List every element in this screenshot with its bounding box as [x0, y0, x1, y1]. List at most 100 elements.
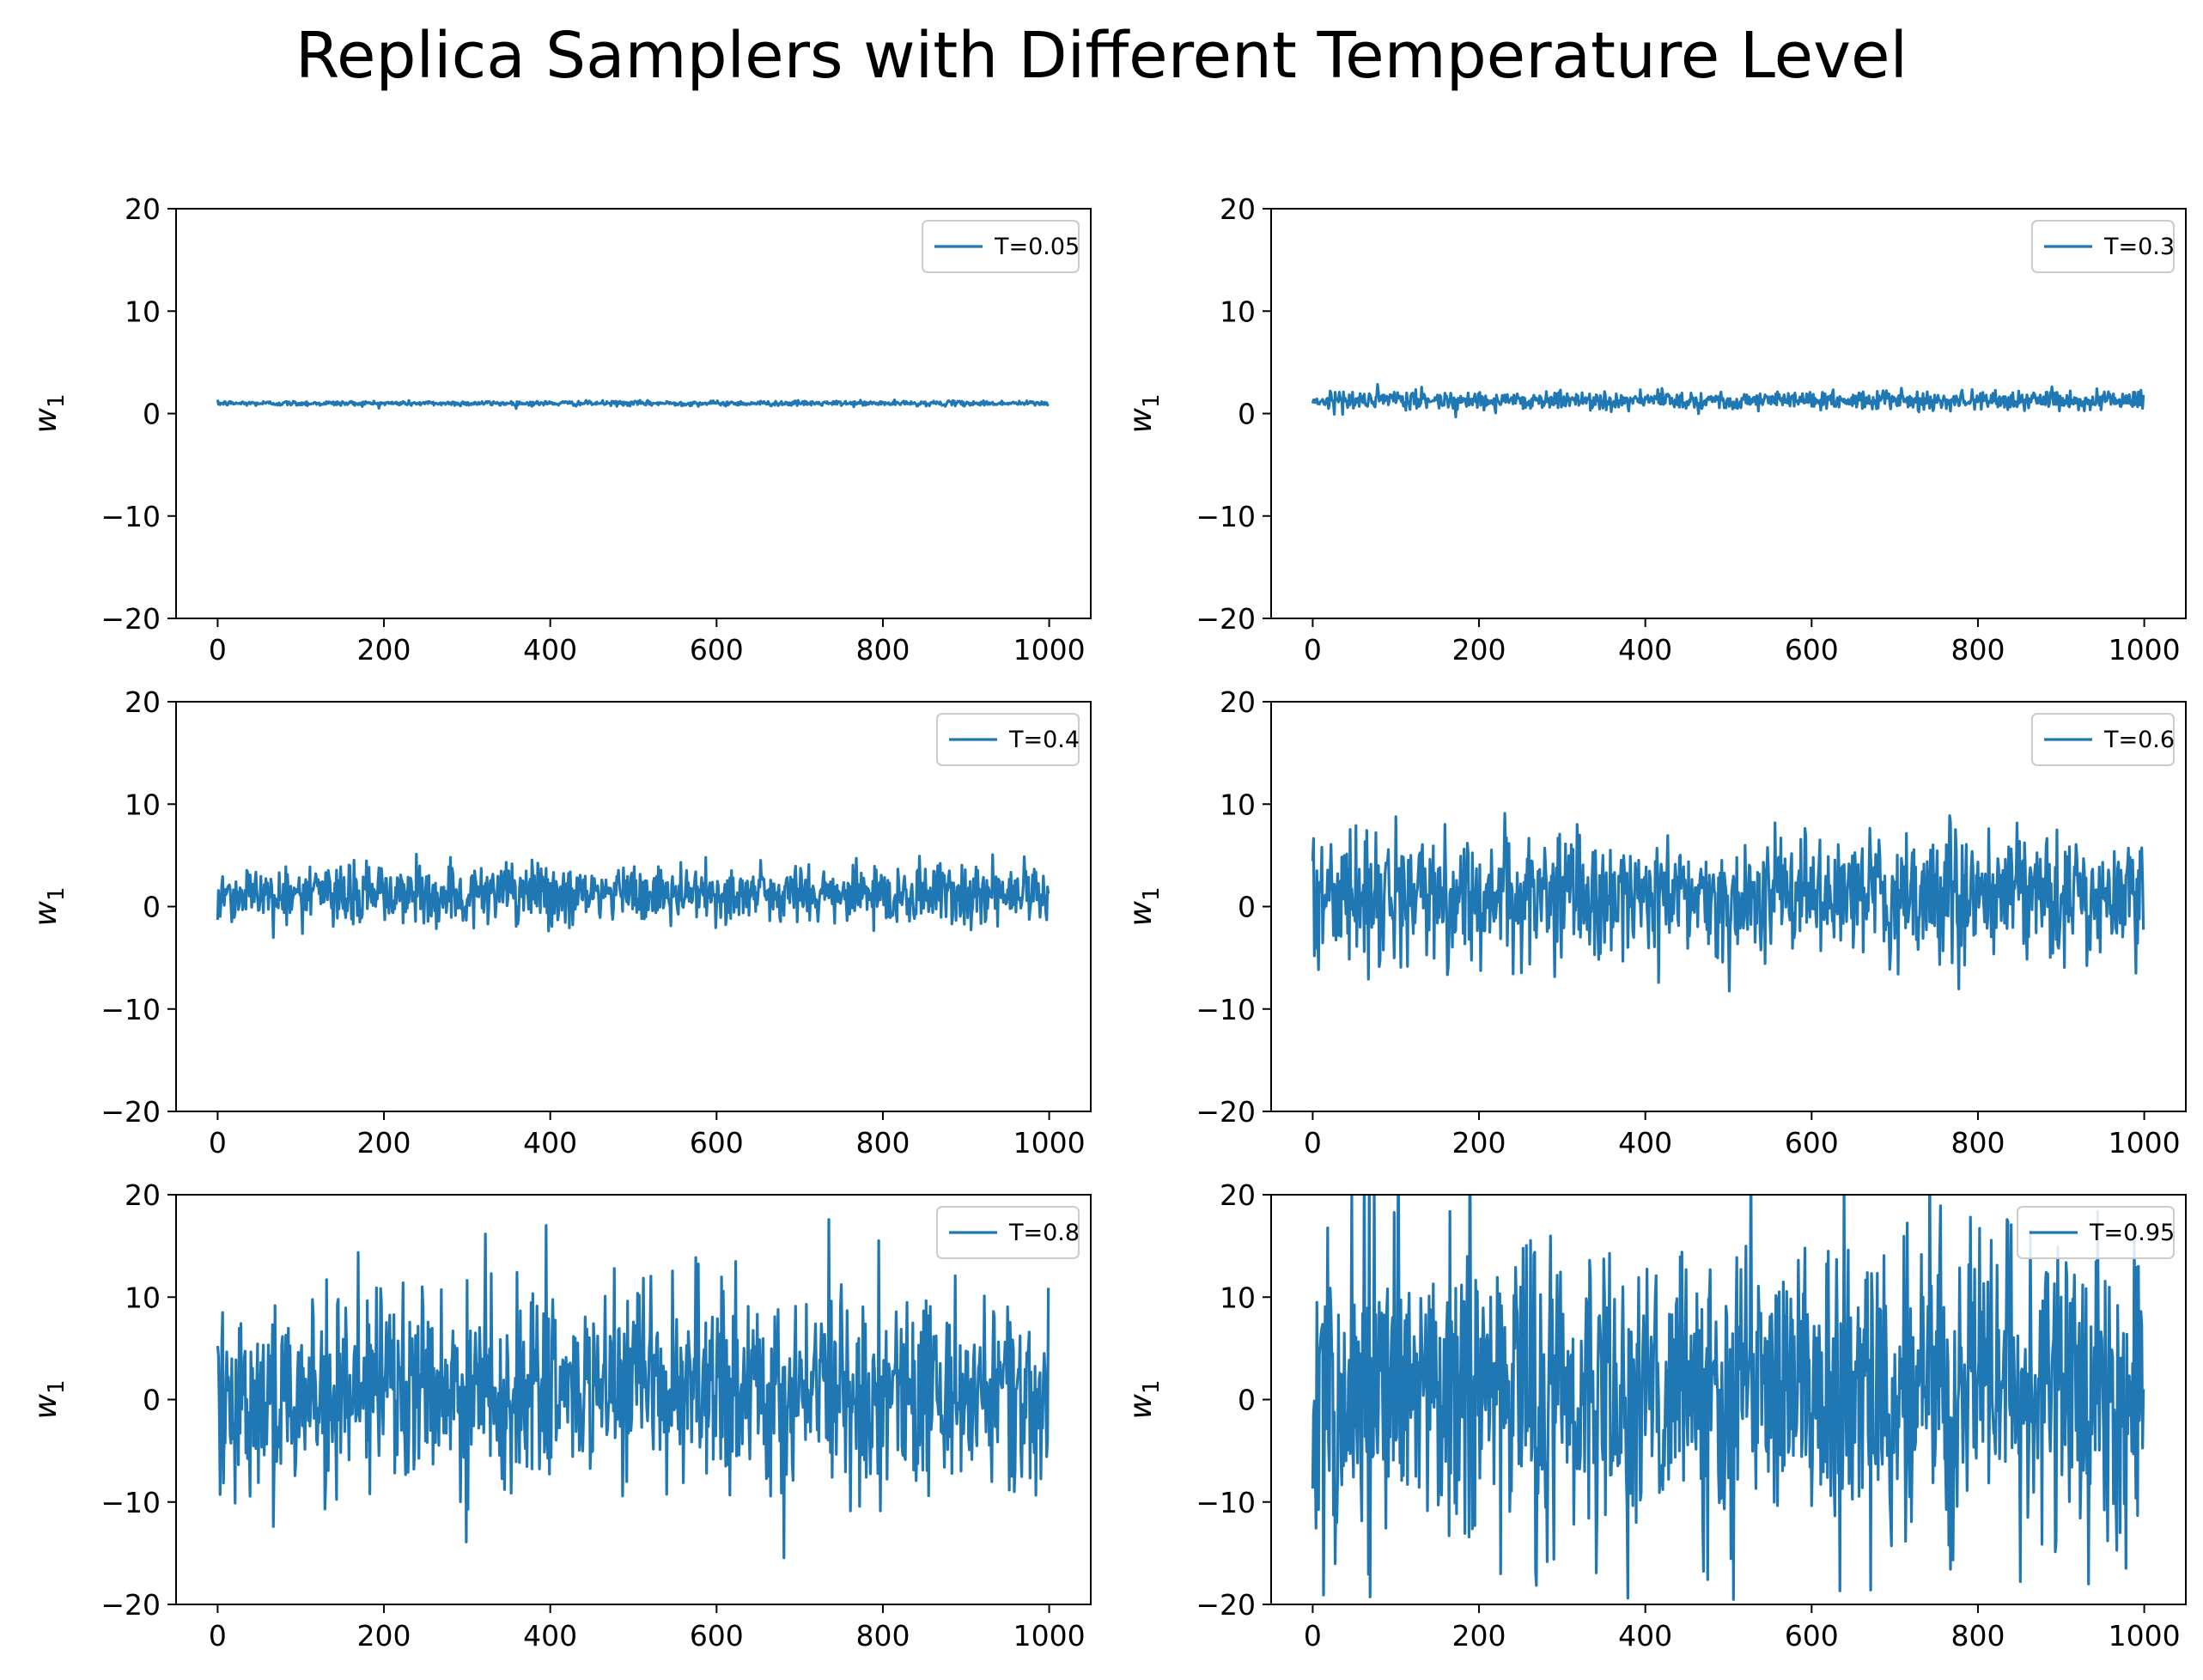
y-axis-label-subscript: 1: [44, 887, 70, 902]
y-tick-label: −20: [100, 1588, 161, 1622]
y-tick-label: 0: [1238, 1384, 1256, 1417]
y-axis-label-subscript: 1: [1139, 1380, 1165, 1395]
x-tick-label: 600: [690, 1619, 744, 1653]
x-tick-label: 600: [690, 1126, 744, 1160]
x-tick-label: 800: [855, 1126, 910, 1160]
subplot-3: 0 200 400 600 800 1000 20 10 0 −10 −20 w1 T=0.4: [28, 685, 1092, 1160]
x-tick-label: 0: [1304, 1126, 1322, 1160]
x-tick-label: 1000: [1013, 1126, 1086, 1160]
x-tick-label: 200: [357, 1619, 411, 1653]
legend-label: T=0.95: [2089, 1220, 2175, 1246]
x-tick-label: 0: [209, 633, 227, 667]
y-tick-label: 20: [1220, 192, 1256, 226]
x-tick-label: 400: [1618, 1126, 1672, 1160]
x-tick-label: 800: [1950, 1619, 2005, 1653]
y-tick-label: 10: [125, 295, 161, 328]
y-tick-label: −10: [100, 1486, 161, 1519]
x-tick-label: 600: [1785, 1619, 1839, 1653]
y-axis-label-subscript: 1: [44, 1380, 70, 1395]
series-line: [1311, 812, 2145, 993]
x-tick-label: 400: [523, 633, 577, 667]
y-axis-label-main: w: [28, 408, 64, 434]
legend-box: [2017, 1206, 2175, 1259]
x-tick-label: 0: [1304, 1619, 1322, 1653]
y-tick-label: −10: [100, 993, 161, 1026]
x-tick-label: 1000: [1013, 633, 1086, 667]
y-axis-label: w1: [28, 887, 70, 927]
series-line: [216, 398, 1050, 411]
x-tick-label: 200: [357, 1126, 411, 1160]
y-tick-label: −10: [1196, 500, 1256, 533]
legend-box: [922, 220, 1080, 273]
y-axis-label-main: w: [1123, 1394, 1159, 1420]
y-axis-label: w1: [28, 1380, 70, 1420]
x-tick-label: 1000: [2109, 1619, 2181, 1653]
x-tick-label: 200: [1452, 1126, 1506, 1160]
legend-label: T=0.6: [2103, 727, 2175, 753]
y-tick-label: 10: [1220, 1281, 1256, 1314]
y-axis-label-subscript: 1: [1139, 394, 1165, 409]
y-tick-label: −20: [1196, 602, 1256, 636]
y-tick-label: 10: [125, 1281, 161, 1314]
y-tick-label: 20: [1220, 1178, 1256, 1212]
legend-label: T=0.05: [994, 234, 1080, 260]
y-axis-label: w1: [1123, 394, 1165, 434]
y-tick-label: 0: [1238, 891, 1256, 924]
y-tick-label: 20: [125, 192, 161, 226]
y-axis-label-subscript: 1: [1139, 887, 1165, 902]
x-tick-label: 800: [855, 633, 910, 667]
x-tick-label: 1000: [1013, 1619, 1086, 1653]
legend-box: [936, 1206, 1080, 1259]
legend-box: [2031, 713, 2175, 766]
x-tick-label: 1000: [2109, 633, 2181, 667]
y-tick-label: 20: [125, 685, 161, 719]
y-tick-label: 10: [125, 788, 161, 821]
x-tick-label: 200: [357, 633, 411, 667]
y-tick-label: −20: [100, 602, 161, 636]
legend-box: [2031, 220, 2175, 273]
legend-label: T=0.3: [2103, 234, 2175, 260]
x-tick-label: 400: [523, 1619, 577, 1653]
y-tick-label: 10: [1220, 788, 1256, 821]
subplot-2: 0 200 400 600 800 1000 20 10 0 −10 −20 w1 T=0.3: [1123, 192, 2187, 667]
y-tick-label: −20: [100, 1095, 161, 1129]
x-tick-label: 200: [1452, 633, 1506, 667]
series-line: [1311, 382, 2145, 419]
y-tick-label: −10: [1196, 1486, 1256, 1519]
y-tick-label: −20: [1196, 1095, 1256, 1129]
subplot-5: 0 200 400 600 800 1000 20 10 0 −10 −20 w1 T=0.8: [28, 1178, 1092, 1653]
subplot-4: 0 200 400 600 800 1000 20 10 0 −10 −20 w1 T=0.6: [1123, 685, 2187, 1160]
y-tick-label: −10: [1196, 993, 1256, 1026]
x-tick-label: 200: [1452, 1619, 1506, 1653]
x-tick-label: 0: [1304, 633, 1322, 667]
subplot-6: 0 200 400 600 800 1000 20 10 0 −10 −20 w1 T=0.95: [1123, 1178, 2187, 1653]
x-tick-label: 600: [1785, 1126, 1839, 1160]
x-tick-label: 0: [209, 1619, 227, 1653]
y-tick-label: −10: [100, 500, 161, 533]
y-axis-label-main: w: [28, 1394, 64, 1420]
x-tick-label: 800: [1950, 633, 2005, 667]
legend-label: T=0.8: [1008, 1220, 1080, 1246]
y-axis-label-main: w: [28, 901, 64, 927]
x-tick-label: 400: [1618, 633, 1672, 667]
series-line: [216, 852, 1050, 940]
y-axis-label-subscript: 1: [44, 394, 70, 409]
y-axis-label-main: w: [1123, 408, 1159, 434]
series-line: [1311, 1195, 2145, 1601]
y-axis-label: w1: [1123, 1380, 1165, 1420]
legend-box: [936, 713, 1080, 766]
y-tick-label: 0: [143, 891, 161, 924]
chart-title: Replica Samplers with Different Temperat…: [295, 19, 1908, 93]
y-tick-label: 0: [143, 1384, 161, 1417]
y-tick-label: 0: [1238, 398, 1256, 431]
y-tick-label: 20: [1220, 685, 1256, 719]
x-tick-label: 1000: [2109, 1126, 2181, 1160]
y-tick-label: 20: [125, 1178, 161, 1212]
y-tick-label: 0: [143, 398, 161, 431]
y-tick-label: −20: [1196, 1588, 1256, 1622]
x-tick-label: 800: [855, 1619, 910, 1653]
legend-label: T=0.4: [1008, 727, 1080, 753]
subplot-1: 0 200 400 600 800 1000 20 10 0 −10 −20 w1 T=0.05: [28, 192, 1092, 667]
x-tick-label: 800: [1950, 1126, 2005, 1160]
